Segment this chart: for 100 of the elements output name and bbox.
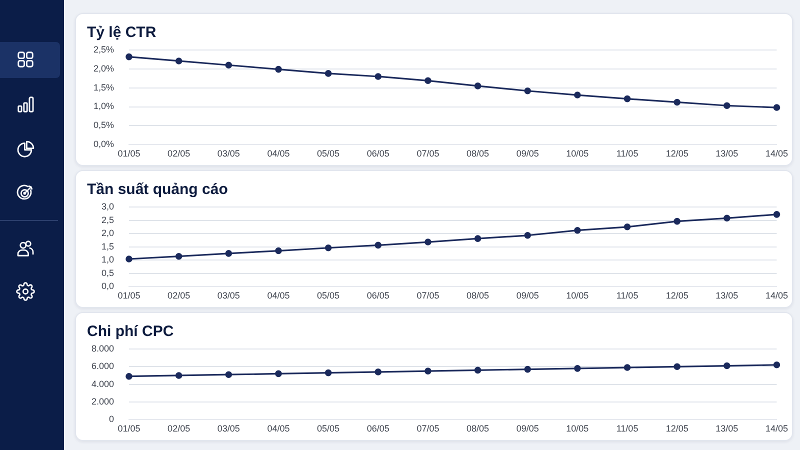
point [724,102,730,110]
x-tick-label: 03/05 [217,290,240,300]
x-tick-label: 04/05 [267,290,290,300]
point [624,95,631,102]
point [773,361,780,368]
x-tick-label: 14/05 [765,148,788,158]
point [175,372,182,379]
x-tick-label: 14/05 [765,290,788,300]
y-tick-label: 0 [108,414,114,424]
x-tick-label: 08/05 [466,290,490,300]
point [474,82,482,90]
point [624,224,631,230]
y-tick-label: 3,0 [101,201,114,212]
point [524,232,532,239]
x-tick-label: 09/05 [516,148,539,158]
x-tick-label: 05/05 [317,290,340,300]
x-tick-label: 12/05 [666,148,688,158]
point [773,211,780,218]
point [374,242,382,249]
y-tick-label: 2.000 [91,396,114,406]
y-tick-label: 0,5% [93,120,114,130]
x-tick-label: 03/05 [217,423,240,434]
point [624,364,631,371]
point [324,244,332,252]
point [674,98,680,106]
y-tick-label: 0,0% [93,139,114,150]
x-tick-label: 12/05 [666,290,688,300]
x-tick-label: 14/05 [765,423,788,434]
x-tick-label: 11/05 [616,423,638,434]
y-tick-label: 8.000 [91,343,114,354]
x-tick-label: 11/05 [616,290,638,300]
x-tick-label: 13/05 [716,148,738,158]
x-tick-label: 01/05 [118,290,140,300]
point [424,77,432,84]
chart-title: Tần suất quảng cáo [87,181,228,198]
point [474,366,482,374]
x-tick-label: 05/05 [317,148,340,158]
point [126,256,132,262]
x-tick-label: 03/05 [217,148,240,158]
point [424,238,432,246]
x-tick-label: 09/05 [516,290,539,300]
point [126,372,132,380]
point [175,252,182,260]
point [275,370,282,378]
x-tick-label: 06/05 [366,290,390,300]
x-tick-label: 02/05 [168,290,190,300]
x-tick-label: 05/05 [317,423,340,434]
x-tick-label: 11/05 [616,148,638,158]
point [374,73,382,80]
x-tick-label: 06/05 [366,148,390,158]
point [324,369,332,376]
x-tick-label: 02/05 [168,148,190,158]
x-tick-label: 10/05 [566,290,589,300]
point [474,235,482,242]
x-tick-label: 08/05 [466,148,490,158]
y-tick-label: 1,0 [101,254,114,265]
x-tick-label: 06/05 [366,423,390,434]
x-tick-label: 10/05 [566,423,589,434]
x-tick-label: 01/05 [118,148,140,158]
point [574,365,581,372]
point [524,87,532,94]
point [773,104,780,111]
x-tick-label: 09/05 [516,423,539,434]
point [724,214,730,222]
point [674,363,680,370]
x-tick-label: 08/05 [466,423,490,434]
x-tick-label: 13/05 [716,290,738,300]
point [126,53,132,60]
y-tick-label: 4.000 [91,378,114,389]
y-tick-label: 1,5 [101,241,114,252]
point [574,92,581,98]
point [225,371,232,378]
y-tick-label: 2,5% [93,44,114,54]
chart-title: Tỷ lệ CTR [87,24,156,42]
point [324,70,332,77]
point [175,58,182,64]
y-tick-label: 1,5% [93,82,114,92]
y-tick-label: 2,5 [101,214,114,225]
y-tick-label: 0,5 [101,268,114,278]
point [524,366,532,373]
point [674,218,680,225]
y-tick-label: 1,0% [93,101,114,112]
x-tick-label: 13/05 [716,423,738,434]
x-tick-label: 10/05 [566,148,589,158]
point [724,362,730,370]
x-tick-label: 07/05 [416,290,440,300]
point [225,62,232,69]
point [424,368,432,374]
y-tick-label: 2,0 [101,228,114,238]
point [275,66,282,73]
x-tick-label: 07/05 [416,423,440,434]
x-tick-label: 02/05 [168,423,190,434]
x-tick-label: 12/05 [666,423,688,434]
point [275,247,282,254]
y-tick-label: 0,0 [101,281,114,292]
point [225,250,232,257]
y-tick-label: 2,0% [93,63,114,74]
y-tick-label: 6.000 [91,361,114,372]
x-tick-label: 01/05 [118,423,140,434]
x-tick-label: 04/05 [267,148,290,158]
